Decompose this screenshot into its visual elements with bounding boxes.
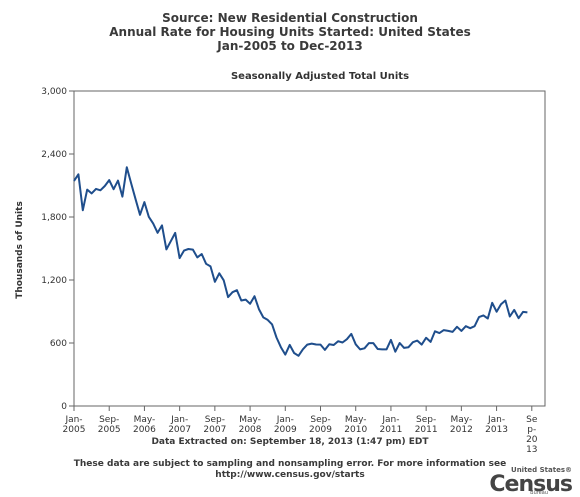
header-title: Annual Rate for Housing Units Started: U… xyxy=(109,25,471,39)
x-tick-label: Jan-2013 xyxy=(485,415,508,435)
census-link[interactable]: http://www.census.gov/starts xyxy=(215,470,365,480)
chart-title: Seasonally Adjusted Total Units xyxy=(231,71,409,82)
y-tick-label: 2,400 xyxy=(41,150,67,160)
x-tick-label: Sep-2005 xyxy=(98,415,121,435)
y-axis-label: Thousands of Units xyxy=(15,201,25,299)
x-tick-label: Sep-2009 xyxy=(309,415,332,435)
y-tick-label: 1,800 xyxy=(41,213,67,223)
x-axis: Jan-2005 Sep-2005 May-2006 Jan-2007 Sep-2007… xyxy=(63,406,538,455)
series-line-total-units xyxy=(73,166,528,357)
x-tick-label: May-2008 xyxy=(239,415,262,435)
y-tick-label: 3,000 xyxy=(41,87,67,97)
logo-bureau: Bureau xyxy=(530,490,548,496)
y-tick-label: 1,200 xyxy=(41,276,67,286)
logo-census: Census xyxy=(489,472,573,497)
x-tick-label: Jan-2007 xyxy=(168,415,191,435)
disclaimer-note: These data are subject to sampling and n… xyxy=(73,459,507,469)
x-tick-label: Se p-20 13 xyxy=(526,415,538,455)
x-tick-label: Sep-2007 xyxy=(203,415,226,435)
y-axis: 0 600 1,200 1,800 2,400 3,000 xyxy=(41,87,74,412)
census-bureau-logo: United States® Census Bureau xyxy=(489,466,574,497)
x-tick-label: May-2010 xyxy=(344,415,367,435)
header-date-range: Jan-2005 to Dec-2013 xyxy=(217,39,363,53)
header-source: Source: New Residential Construction xyxy=(162,11,418,25)
y-tick-label: 600 xyxy=(50,339,67,349)
x-tick-label: Jan-2011 xyxy=(379,415,402,435)
x-tick-label: Jan-2005 xyxy=(63,415,86,435)
data-extracted-note: Data Extracted on: September 18, 2013 (1… xyxy=(151,437,429,447)
chart-header: Source: New Residential Construction Ann… xyxy=(0,11,580,53)
x-tick-label: Sep-2011 xyxy=(415,415,438,435)
x-tick-label: May-2012 xyxy=(450,415,473,435)
x-tick-label: May-2006 xyxy=(133,415,156,435)
logo-united-states: United States® xyxy=(511,466,572,474)
x-tick-label: Jan-2009 xyxy=(274,415,297,435)
plot-area xyxy=(73,90,546,407)
y-tick-label: 0 xyxy=(61,402,67,412)
